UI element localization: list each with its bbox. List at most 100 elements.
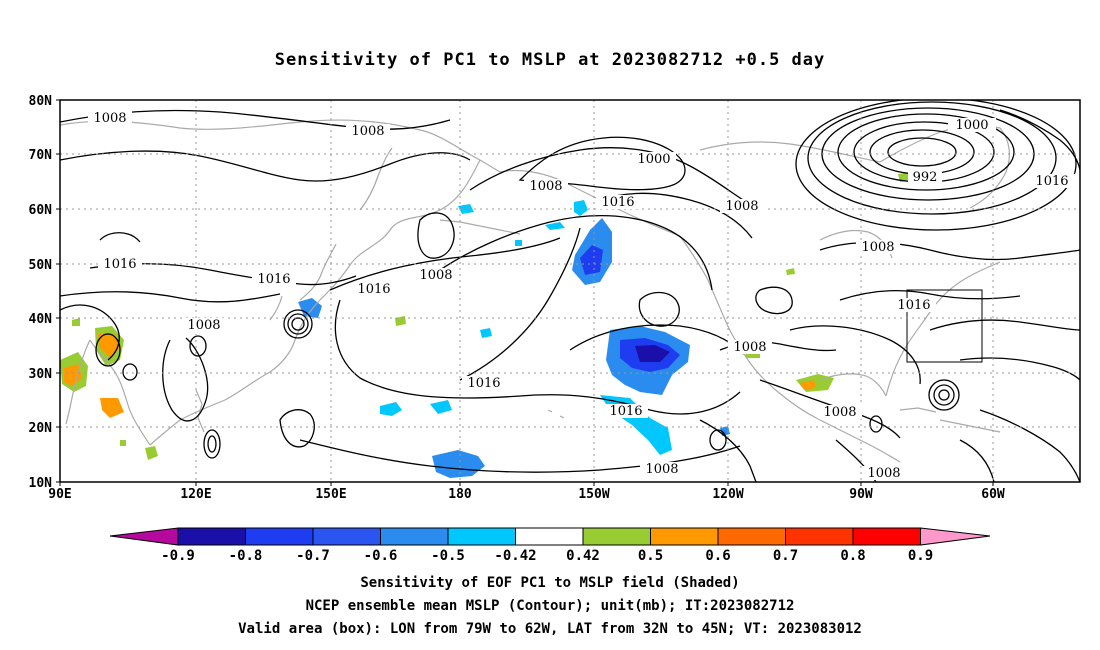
contour-label: 1016 bbox=[897, 298, 930, 313]
contour-label: 992 bbox=[913, 170, 938, 185]
contour-line bbox=[99, 232, 141, 243]
coast-china bbox=[149, 371, 271, 446]
colorbar-label: 0.6 bbox=[705, 548, 730, 564]
contour-system-ring bbox=[189, 335, 207, 357]
colorbar-high-arrow bbox=[920, 527, 991, 546]
contour-line bbox=[699, 419, 757, 482]
contour-line bbox=[959, 357, 1080, 381]
pos-area-dot-3 bbox=[786, 268, 795, 275]
contour-label: 1008 bbox=[93, 111, 126, 126]
coast-kamchatka bbox=[359, 147, 393, 211]
contour-line bbox=[979, 409, 1080, 482]
valid-area-box bbox=[906, 289, 983, 363]
contour-system-ring bbox=[203, 429, 221, 459]
contour-system-ring bbox=[207, 435, 217, 453]
contour-line bbox=[162, 337, 209, 422]
lon-label: 60W bbox=[981, 487, 1005, 502]
contour-system-ring bbox=[938, 389, 950, 401]
contour-line bbox=[638, 291, 680, 327]
colorbar-label: -0.6 bbox=[364, 548, 398, 564]
colorbar-segment bbox=[177, 527, 246, 546]
coast-korea bbox=[269, 295, 283, 321]
colorbar-segment bbox=[515, 527, 584, 546]
pos-area-mexico-orange bbox=[800, 380, 816, 390]
lon-label: 150E bbox=[315, 487, 346, 502]
lat-label: 60N bbox=[29, 203, 53, 218]
contour-typhoon-ring bbox=[287, 313, 309, 335]
coast-philippines bbox=[195, 389, 205, 433]
lat-label: 70N bbox=[29, 148, 53, 163]
pos-area-indochina bbox=[100, 398, 124, 418]
lon-label: 90W bbox=[849, 487, 873, 502]
coast-alaska bbox=[499, 169, 681, 237]
colorbar-segment bbox=[312, 527, 381, 546]
colorbar-label: 0.5 bbox=[638, 548, 663, 564]
contour-label: 1016 bbox=[257, 272, 290, 287]
colorbar-segment bbox=[380, 527, 449, 546]
caption-line-3: Valid area (box): LON from 79W to 62W, L… bbox=[238, 621, 862, 637]
pos-area-dot-5 bbox=[120, 440, 126, 446]
contour-system-ring bbox=[933, 384, 955, 406]
contour-label: 1008 bbox=[351, 124, 384, 139]
lat-label: 20N bbox=[29, 421, 53, 436]
contour-low-ring bbox=[837, 113, 1015, 191]
colorbar-segment bbox=[717, 527, 786, 546]
contour-line bbox=[518, 136, 686, 191]
pos-area-dot-4 bbox=[72, 318, 80, 326]
mslp-contours bbox=[60, 100, 1080, 482]
lon-label: 180 bbox=[448, 487, 472, 502]
negative-sensitivity-areas bbox=[298, 200, 730, 478]
contour-label: 1016 bbox=[103, 257, 136, 272]
colorbar-segment bbox=[650, 527, 719, 546]
contour-labels: 1008 1008 1016 1016 1008 1008 1016 1008 … bbox=[88, 110, 1076, 481]
contour-line bbox=[789, 325, 921, 385]
colorbar-segment bbox=[447, 527, 516, 546]
contour-label: 1000 bbox=[637, 152, 670, 167]
contour-label: 1016 bbox=[601, 195, 634, 210]
neg-area-gulf-alaska-core bbox=[580, 245, 603, 275]
contour-label: 1008 bbox=[529, 179, 562, 194]
neg-area-dateline-south bbox=[432, 450, 485, 478]
lat-label: 80N bbox=[29, 94, 53, 109]
lat-label: 50N bbox=[29, 258, 53, 273]
neg-area-dateline-south-c bbox=[430, 400, 452, 414]
caption-line-2: NCEP ensemble mean MSLP (Contour); unit(… bbox=[305, 598, 795, 614]
positive-sensitivity-areas bbox=[60, 172, 914, 460]
neg-area-bering bbox=[458, 204, 474, 214]
neg-area-central-pacific-inner bbox=[635, 345, 670, 362]
coast-na-east bbox=[885, 261, 1001, 397]
coastlines bbox=[60, 119, 1010, 463]
contour-line bbox=[755, 286, 793, 315]
colorbar-segment bbox=[852, 527, 921, 546]
lat-label: 30N bbox=[29, 367, 53, 382]
tick-marks bbox=[56, 99, 994, 486]
coast-arctic-na bbox=[699, 141, 881, 163]
lat-label: 40N bbox=[29, 312, 53, 327]
lon-label: 90E bbox=[48, 487, 71, 502]
contour-label: 1008 bbox=[867, 466, 900, 481]
contour-line bbox=[599, 192, 753, 239]
lon-label: 150W bbox=[578, 487, 609, 502]
colorbar-segment bbox=[582, 527, 651, 546]
contour-line bbox=[439, 214, 713, 291]
contour-label: 1008 bbox=[645, 462, 678, 477]
contour-line bbox=[999, 109, 1080, 171]
colorbar-segment bbox=[785, 527, 854, 546]
lon-label: 120W bbox=[712, 487, 743, 502]
contour-label: 1008 bbox=[861, 240, 894, 255]
neg-area-dateline-south-b bbox=[380, 402, 402, 416]
coast-asia-east bbox=[269, 159, 481, 373]
contour-line bbox=[417, 212, 455, 259]
lon-label: 120E bbox=[180, 487, 211, 502]
contour-typhoon-ring bbox=[291, 317, 305, 331]
contour-line bbox=[60, 150, 471, 182]
longitude-axis: 90E 120E 150E 180 150W 120W 90W 60W bbox=[48, 487, 1005, 502]
colorbar-label: -0.5 bbox=[431, 548, 465, 564]
neg-area-dot-b bbox=[515, 240, 522, 246]
figure-title: Sensitivity of PC1 to MSLP at 2023082712… bbox=[274, 50, 826, 70]
pos-area-india-orange bbox=[64, 364, 82, 386]
caption-line-1: Sensitivity of EOF PC1 to MSLP field (Sh… bbox=[360, 575, 740, 591]
plot-frame bbox=[59, 99, 1081, 483]
contour-system-ring bbox=[95, 333, 121, 367]
